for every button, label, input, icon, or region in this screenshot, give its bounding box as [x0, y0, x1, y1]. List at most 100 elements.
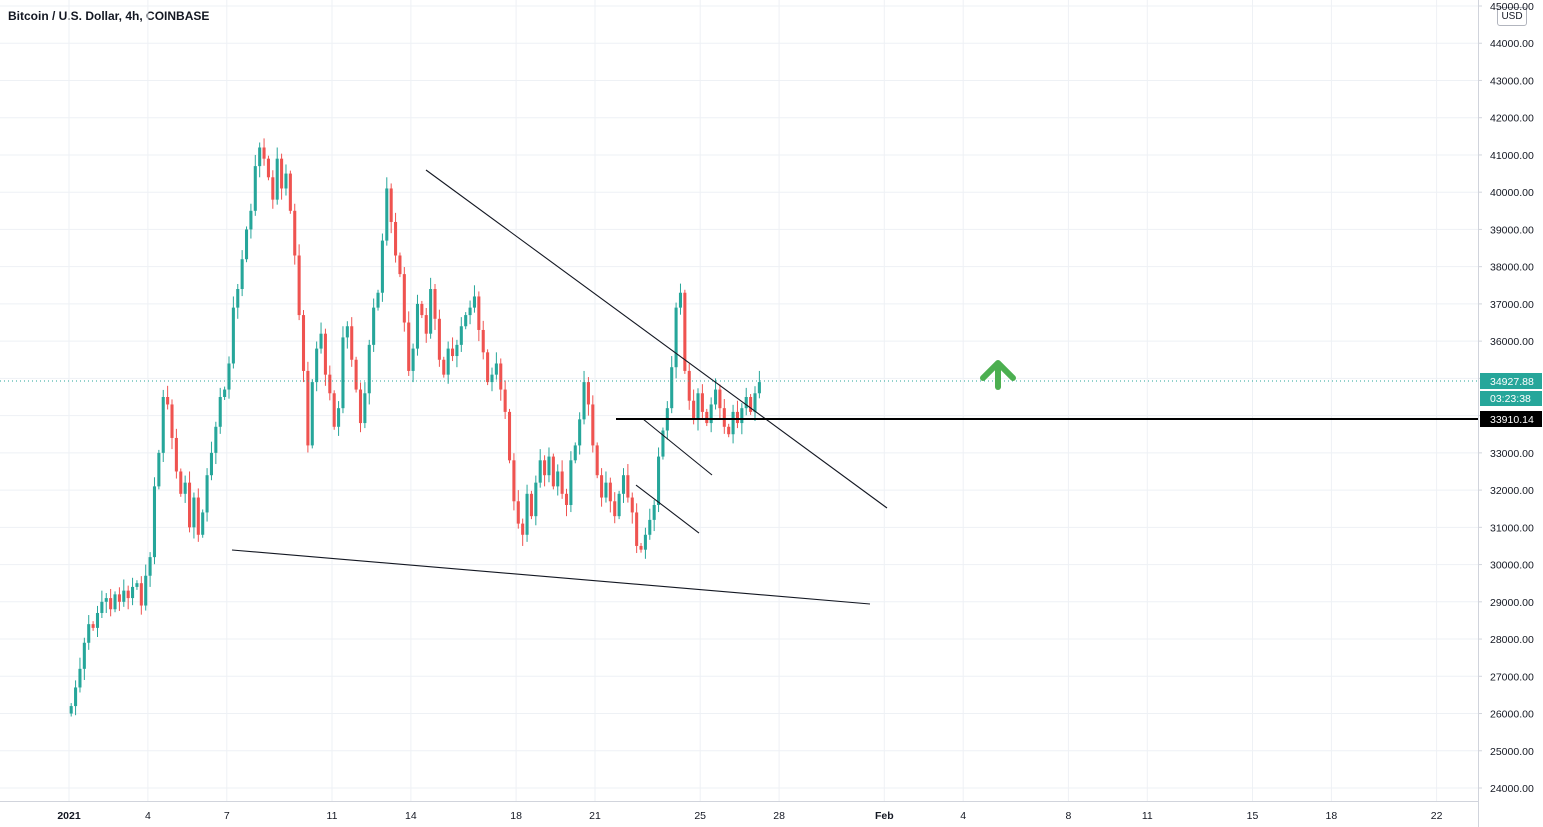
candle [266, 155, 270, 181]
time-tick-label: 14 [405, 810, 417, 822]
candle-body [543, 460, 547, 476]
candle [363, 382, 367, 429]
candle-body [192, 497, 196, 528]
flag-lower-line[interactable] [635, 484, 700, 534]
price-tick-label: 32000.00 [1490, 485, 1534, 497]
candle [148, 552, 152, 587]
candle-body [117, 594, 121, 602]
candle-body [266, 158, 270, 178]
candle [643, 527, 647, 559]
candle [205, 468, 209, 522]
axes-layer [0, 0, 1479, 827]
price-tick-label: 39000.00 [1490, 224, 1534, 236]
flag-upper-line[interactable] [642, 418, 713, 476]
candle [328, 365, 332, 401]
candle-body [477, 296, 481, 330]
support-price-text: 33910.14 [1490, 414, 1534, 426]
support-price-tag: 33910.14 [1480, 411, 1542, 427]
candle-body [253, 166, 257, 211]
candle [341, 326, 345, 414]
candle [350, 317, 354, 367]
candle [380, 233, 384, 302]
candle-body [753, 393, 757, 412]
candle [731, 404, 735, 444]
time-tick-label: 18 [510, 810, 522, 822]
candle-body [678, 292, 683, 308]
candle [144, 564, 148, 611]
candle-body [214, 426, 218, 453]
candle-body [240, 259, 244, 290]
candle [174, 428, 178, 479]
candle-body [280, 158, 284, 189]
candle-body [345, 326, 349, 338]
candle-body [148, 557, 152, 576]
candle-body [78, 668, 82, 688]
candle [718, 384, 722, 420]
candle-body [385, 188, 389, 241]
candle-body [490, 374, 494, 383]
candle [367, 339, 371, 405]
price-tick-label: 41000.00 [1490, 150, 1534, 162]
candle-body [617, 493, 621, 517]
candle [525, 484, 529, 542]
candle [280, 153, 284, 200]
candle-body [529, 493, 533, 517]
candle-body [727, 426, 731, 435]
candle-body [201, 512, 205, 535]
candle-body [262, 147, 266, 159]
candle [678, 283, 683, 315]
candle [82, 637, 86, 681]
candle [126, 585, 130, 610]
candle-body [512, 460, 516, 502]
candle-body [643, 534, 647, 550]
candle-body [652, 504, 656, 520]
candle [652, 499, 656, 532]
candle [301, 310, 306, 383]
candle-body [350, 326, 354, 360]
price-tick-label: 36000.00 [1490, 336, 1534, 348]
candle [179, 468, 183, 497]
candle [512, 453, 516, 511]
candle [705, 408, 709, 427]
candle-body [648, 519, 652, 535]
lower-support-trendline[interactable] [231, 549, 871, 605]
candle [244, 226, 249, 263]
candle [218, 387, 222, 434]
candle-body [407, 322, 411, 371]
candle-body [670, 367, 674, 409]
candle-body [718, 389, 722, 409]
candle-body [578, 419, 582, 446]
candle-body [692, 400, 696, 420]
candle-body [91, 624, 95, 628]
price-tick-label: 28000.00 [1490, 634, 1534, 646]
candle-body [244, 229, 249, 260]
candle [394, 212, 398, 263]
candle [170, 399, 174, 450]
candle [687, 363, 691, 410]
price-tick-label: 45000.00 [1490, 1, 1534, 13]
candle-body [705, 411, 709, 424]
candle [293, 203, 297, 265]
candle [735, 400, 739, 429]
price-tick-label: 30000.00 [1490, 560, 1534, 572]
candle [315, 341, 319, 392]
currency-button[interactable]: USD [1497, 7, 1527, 26]
candle-body [376, 292, 380, 308]
candle [109, 588, 113, 617]
candle-body [591, 404, 595, 446]
candle [323, 328, 327, 386]
candle [166, 385, 170, 410]
candle-body [433, 289, 437, 319]
candle [354, 356, 358, 393]
candle [91, 621, 95, 631]
descending-resistance-line[interactable] [425, 169, 888, 509]
candle-body [341, 337, 345, 409]
candle-body [271, 177, 275, 200]
candle-body [284, 173, 288, 189]
candle [358, 382, 363, 433]
candle [586, 377, 590, 416]
time-tick-label: 15 [1247, 810, 1259, 822]
candle [306, 361, 310, 453]
trendline-drawings [0, 169, 1478, 605]
